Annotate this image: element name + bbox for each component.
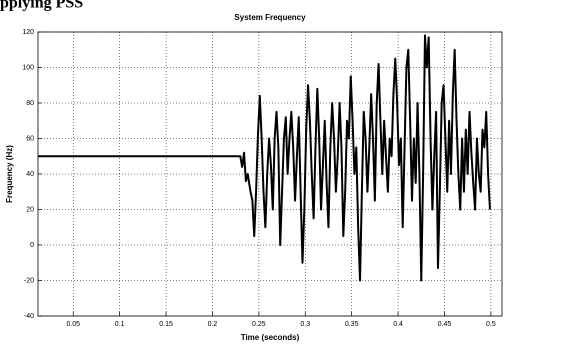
x-tick-label: 0.25 (252, 321, 266, 328)
x-axis-label: Time (seconds) (241, 333, 300, 342)
y-tick-label: 120 (22, 29, 34, 36)
y-tick-label: 60 (26, 135, 34, 142)
x-tick-label: 0.05 (66, 321, 80, 328)
x-tick-label: 0.45 (438, 321, 452, 328)
y-tick-label: 0 (30, 242, 34, 249)
y-tick-label: -20 (24, 277, 34, 284)
chart-title: System Frequency (234, 13, 306, 22)
y-tick-label: 80 (26, 100, 34, 107)
y-tick-label: 20 (26, 206, 34, 213)
x-tick-label: 0.1 (115, 321, 125, 328)
y-tick-label: 40 (26, 171, 34, 178)
x-tick-label: 0.4 (393, 321, 403, 328)
plot-frame (37, 31, 503, 317)
y-tick-label: -40 (24, 313, 34, 320)
x-tick-label: 0.5 (486, 321, 496, 328)
data-line (38, 34, 491, 282)
y-axis-label: Frequency (Hz) (5, 145, 14, 203)
x-tick-label: 0.3 (300, 321, 310, 328)
y-tick-label: 100 (22, 64, 34, 71)
x-tick-label: 0.35 (345, 321, 359, 328)
caption: pplying PSS (0, 0, 83, 12)
x-tick-label: 0.15 (159, 321, 173, 328)
x-tick-label: 0.2 (208, 321, 218, 328)
